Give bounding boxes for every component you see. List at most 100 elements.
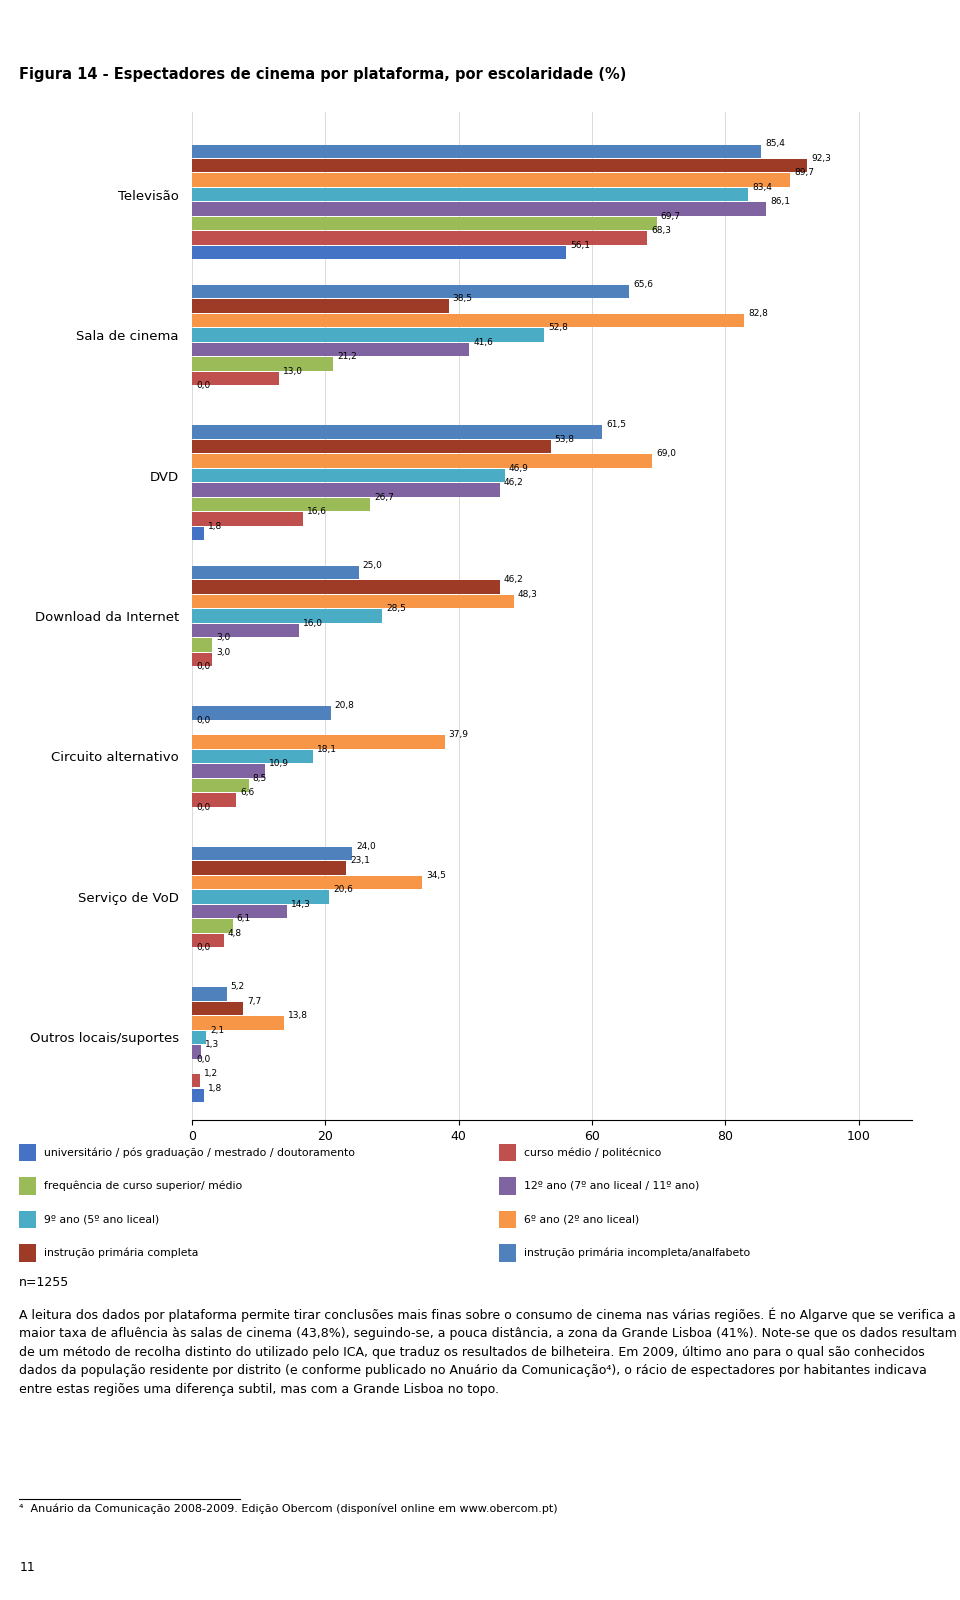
Text: 68,3: 68,3 [651, 226, 671, 235]
Text: 1,8: 1,8 [208, 522, 223, 531]
Text: 53,8: 53,8 [555, 435, 575, 443]
Bar [192, 765, 265, 778]
Text: 1,3: 1,3 [204, 1040, 219, 1050]
Text: 3,0: 3,0 [216, 634, 230, 642]
Text: 0,0: 0,0 [196, 1054, 210, 1064]
Bar [192, 299, 448, 312]
Text: 0,0: 0,0 [196, 942, 210, 952]
Bar [192, 624, 299, 637]
Text: 48,3: 48,3 [518, 590, 538, 598]
Bar [192, 638, 212, 651]
Text: 2,1: 2,1 [210, 1026, 224, 1035]
Text: 6º ano (2º ano liceal): 6º ano (2º ano liceal) [524, 1214, 639, 1224]
Bar [192, 794, 236, 806]
Bar [192, 707, 330, 720]
Text: 89,7: 89,7 [794, 168, 814, 178]
Text: 83,4: 83,4 [752, 182, 772, 192]
Bar [192, 934, 224, 947]
Bar [192, 187, 748, 202]
Text: 16,6: 16,6 [306, 507, 326, 517]
Text: 18,1: 18,1 [317, 744, 337, 754]
Bar [192, 736, 444, 749]
Text: 24,0: 24,0 [356, 842, 375, 851]
Bar [192, 454, 652, 467]
Text: 85,4: 85,4 [765, 139, 785, 149]
Bar [192, 581, 500, 594]
Bar [192, 779, 249, 792]
Bar [192, 861, 346, 875]
Bar [192, 1016, 284, 1029]
Text: frequência de curso superior/ médio: frequência de curso superior/ médio [44, 1181, 243, 1190]
Text: 4,8: 4,8 [228, 928, 242, 938]
Text: 92,3: 92,3 [811, 154, 831, 163]
Text: 34,5: 34,5 [426, 870, 445, 880]
Bar [192, 342, 469, 357]
Bar [192, 285, 630, 298]
Text: 38,5: 38,5 [453, 294, 472, 304]
Text: 26,7: 26,7 [374, 493, 394, 502]
Text: 56,1: 56,1 [570, 240, 590, 250]
Bar [192, 328, 544, 342]
Text: 0,0: 0,0 [196, 381, 210, 390]
Text: 1,2: 1,2 [204, 1069, 218, 1078]
Text: 0,0: 0,0 [196, 662, 210, 670]
Text: 20,6: 20,6 [333, 885, 353, 894]
Bar [192, 526, 204, 541]
Text: 25,0: 25,0 [363, 562, 382, 570]
Bar [192, 498, 370, 510]
Bar [192, 218, 657, 230]
Bar [192, 469, 505, 482]
Text: 46,9: 46,9 [509, 464, 529, 472]
Text: n=1255: n=1255 [19, 1277, 69, 1290]
Bar [192, 314, 744, 328]
Text: 12º ano (7º ano liceal / 11º ano): 12º ano (7º ano liceal / 11º ano) [524, 1181, 700, 1190]
Bar [192, 1074, 200, 1088]
Text: 13,0: 13,0 [282, 366, 302, 376]
Text: 41,6: 41,6 [473, 338, 493, 347]
Bar [192, 173, 790, 187]
Bar [192, 987, 227, 1000]
Bar [192, 232, 647, 245]
Text: 6,1: 6,1 [237, 914, 251, 923]
Text: 5,2: 5,2 [230, 982, 245, 992]
Bar [192, 846, 352, 861]
Text: ⁴  Anuário da Comunicação 2008-2009. Edição Obercom (disponível online em www.ob: ⁴ Anuário da Comunicação 2008-2009. Ediç… [19, 1504, 558, 1515]
Text: 13,8: 13,8 [288, 1011, 308, 1021]
Text: curso médio / politécnico: curso médio / politécnico [524, 1147, 661, 1157]
Bar [192, 566, 359, 579]
Text: 69,7: 69,7 [660, 211, 681, 221]
Text: 37,9: 37,9 [448, 730, 468, 739]
Bar [192, 357, 333, 371]
Text: 1,8: 1,8 [208, 1083, 223, 1093]
Bar [192, 203, 766, 216]
Bar [192, 1088, 204, 1102]
Text: 0,0: 0,0 [196, 803, 210, 811]
Bar [192, 158, 807, 173]
Bar [192, 890, 329, 904]
Text: 69,0: 69,0 [656, 450, 676, 458]
Bar [192, 483, 500, 496]
Bar [192, 875, 422, 890]
Text: 46,2: 46,2 [504, 576, 524, 584]
Text: 14,3: 14,3 [291, 899, 311, 909]
Text: 46,2: 46,2 [504, 478, 524, 488]
Text: instrução primária incompleta/analfabeto: instrução primária incompleta/analfabeto [524, 1248, 751, 1258]
Text: instrução primária completa: instrução primária completa [44, 1248, 199, 1258]
Text: 8,5: 8,5 [252, 774, 267, 782]
Text: 86,1: 86,1 [770, 197, 790, 206]
Bar [192, 1045, 201, 1059]
Text: 0,0: 0,0 [196, 715, 210, 725]
Text: 11: 11 [19, 1562, 35, 1574]
Bar [192, 144, 761, 158]
Text: 6,6: 6,6 [240, 789, 254, 797]
Text: A leitura dos dados por plataforma permite tirar conclusões mais finas sobre o c: A leitura dos dados por plataforma permi… [19, 1307, 957, 1395]
Bar [192, 512, 302, 525]
Text: 52,8: 52,8 [548, 323, 568, 333]
Bar [192, 904, 287, 918]
Text: 82,8: 82,8 [748, 309, 768, 318]
Text: 3,0: 3,0 [216, 648, 230, 656]
Text: universitário / pós graduação / mestrado / doutoramento: universitário / pós graduação / mestrado… [44, 1147, 355, 1157]
Text: 16,0: 16,0 [302, 619, 323, 627]
Text: 20,8: 20,8 [335, 701, 354, 710]
Bar [192, 750, 313, 763]
